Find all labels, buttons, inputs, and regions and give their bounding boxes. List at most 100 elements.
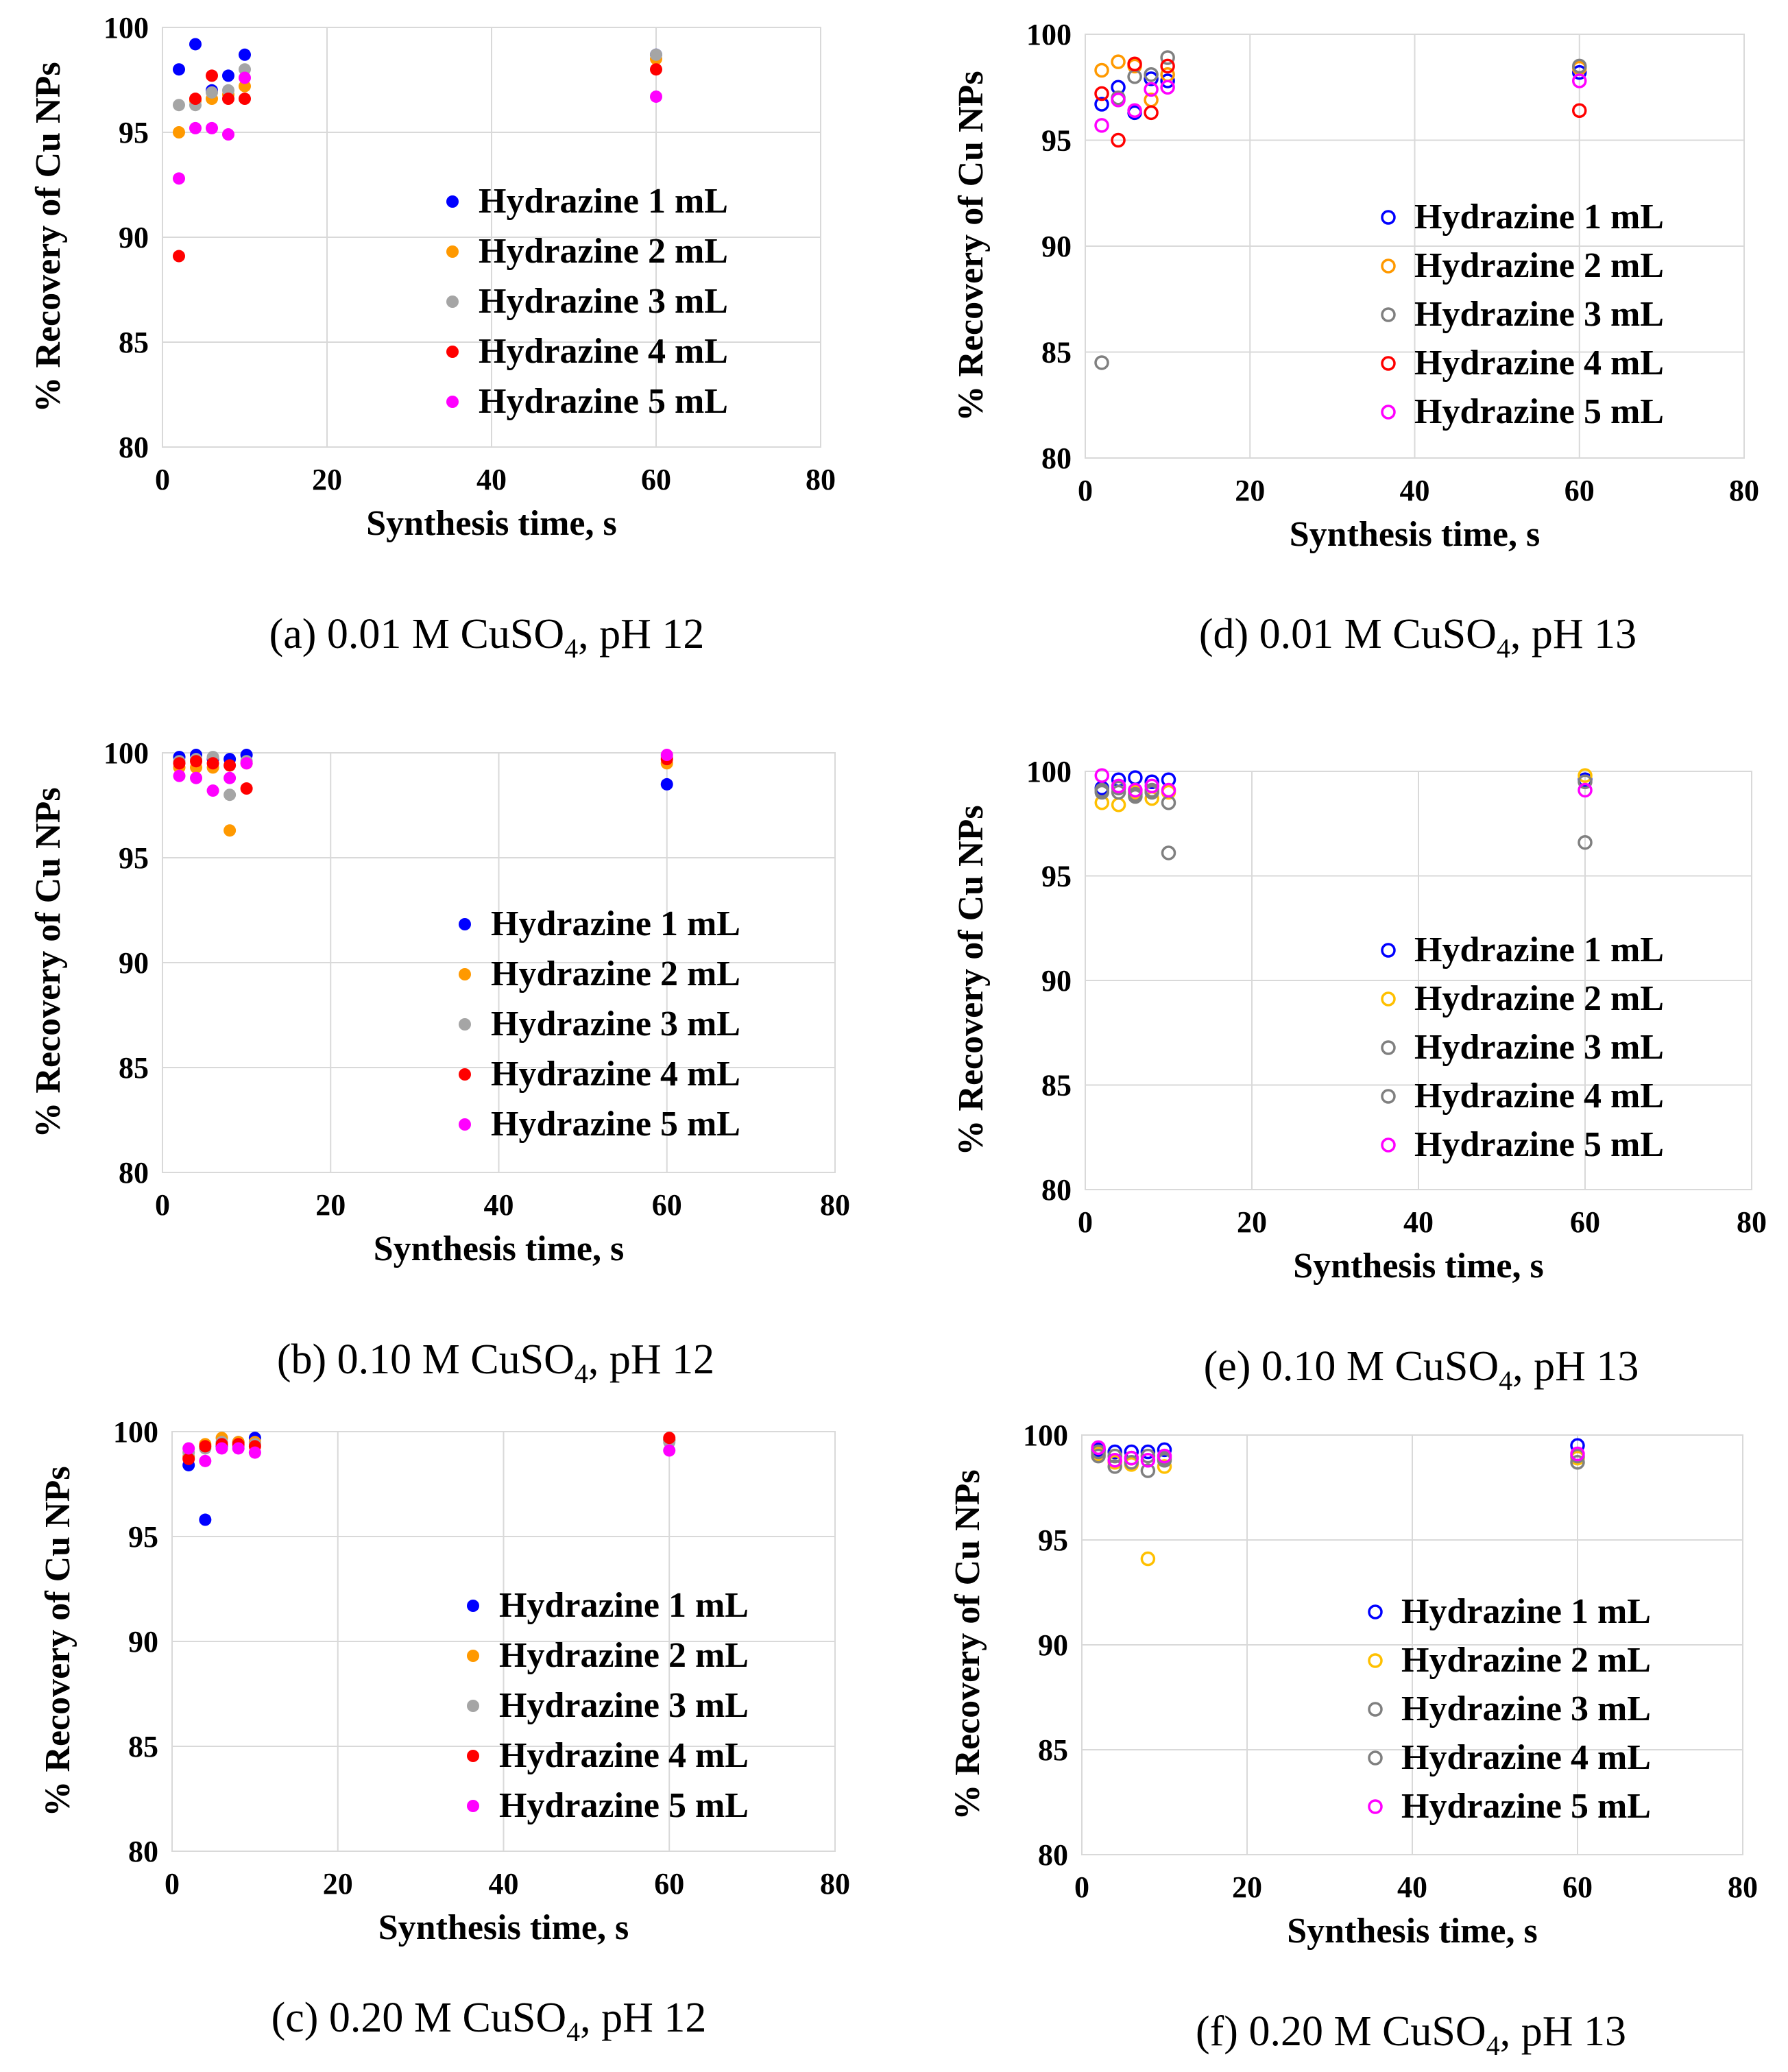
legend-label: Hydrazine 1 mL	[1414, 197, 1664, 237]
caption-subscript: 4	[1497, 633, 1510, 664]
x-tick-label: 0	[155, 463, 170, 496]
caption-subscript: 4	[566, 2016, 580, 2047]
data-point	[1578, 834, 1593, 850]
data-point	[1128, 782, 1143, 798]
y-tick-label: 95	[128, 1520, 158, 1554]
data-point	[1160, 50, 1175, 65]
data-point	[224, 824, 237, 837]
legend-label: Hydrazine 4 mL	[1414, 344, 1664, 383]
data-point	[173, 126, 185, 138]
legend-label: Hydrazine 3 mL	[479, 282, 728, 321]
data-point	[1160, 73, 1175, 88]
data-point	[189, 93, 202, 106]
series-5	[173, 71, 662, 185]
chart-panel-d: 80 85 90 95 100 0 20 40 60 80 Synthesis time, s % R…	[952, 18, 1759, 664]
y-axis-label: % Recovery of Cu NPs	[29, 787, 68, 1137]
data-point	[1144, 82, 1159, 97]
y-tick-label: 100	[104, 11, 149, 45]
data-point	[173, 250, 185, 263]
x-axis-label: Synthesis time, s	[1290, 515, 1540, 554]
legend-label: Hydrazine 2 mL	[499, 1636, 749, 1675]
x-tick-label: 40	[476, 463, 507, 496]
data-point	[222, 93, 234, 106]
y-tick-label: 85	[1041, 1069, 1072, 1103]
data-point	[1570, 1446, 1585, 1462]
data-point	[240, 782, 253, 795]
data-point	[199, 1440, 212, 1453]
data-point	[239, 93, 251, 106]
data-point	[1124, 1450, 1139, 1466]
y-tick-label: 85	[119, 326, 149, 359]
legend-marker	[467, 1750, 479, 1762]
x-axis-label: Synthesis time, s	[1287, 1912, 1537, 1951]
legend-marker	[1381, 1137, 1396, 1153]
legend-label: Hydrazine 5 mL	[1401, 1787, 1651, 1826]
y-tick-label: 80	[1038, 1838, 1068, 1872]
legend-marker	[1381, 356, 1396, 371]
y-axis-label: % Recovery of Cu NPs	[952, 71, 991, 421]
x-tick-label: 40	[489, 1867, 519, 1901]
series-5	[1091, 1440, 1585, 1468]
legend-label: Hydrazine 2 mL	[1414, 246, 1664, 285]
legend-marker	[459, 1068, 471, 1081]
y-tick-label: 95	[119, 841, 149, 875]
data-point	[663, 1444, 676, 1457]
legend: Hydrazine 1 mL Hydrazine 2 mL Hydrazine 3 …	[1381, 197, 1664, 431]
y-axis-label: % Recovery of Cu NPs	[38, 1466, 77, 1816]
data-point	[1161, 845, 1176, 860]
y-tick-label: 100	[1026, 755, 1072, 788]
data-point	[650, 90, 662, 103]
data-point	[173, 99, 185, 112]
x-tick-label: 80	[820, 1867, 850, 1901]
legend-label: Hydrazine 1 mL	[1401, 1592, 1651, 1631]
data-point	[1124, 1455, 1139, 1470]
legend-label: Hydrazine 5 mL	[1414, 392, 1664, 431]
legend: Hydrazine 1 mL Hydrazine 2 mL Hydrazine 3 …	[446, 182, 728, 421]
x-tick-label: 0	[1078, 474, 1093, 507]
y-tick-label: 80	[128, 1835, 158, 1868]
x-tick-label: 80	[820, 1188, 850, 1222]
caption-subscript: 4	[1486, 2030, 1500, 2061]
caption-prefix: (e) 0.10 M CuSO	[1204, 1343, 1499, 1390]
legend: Hydrazine 1 mL Hydrazine 2 mL Hydrazine 3 …	[467, 1586, 749, 1825]
legend-label: Hydrazine 3 mL	[491, 1004, 740, 1044]
legend-marker	[1381, 1089, 1396, 1104]
data-point	[1094, 768, 1110, 783]
series-5	[1094, 768, 1593, 798]
y-tick-label: 100	[113, 1415, 158, 1449]
x-tick-label: 80	[1728, 1870, 1758, 1904]
data-point	[1140, 1551, 1156, 1567]
data-point	[215, 1442, 228, 1455]
series-5	[173, 749, 673, 797]
data-point	[222, 128, 234, 141]
y-tick-label: 95	[119, 116, 149, 149]
data-point	[190, 771, 203, 784]
data-point	[1128, 786, 1143, 802]
x-tick-label: 20	[315, 1188, 346, 1222]
legend-marker	[459, 1018, 471, 1031]
data-point	[1161, 782, 1176, 798]
data-point	[173, 757, 186, 770]
y-tick-label: 80	[1041, 1173, 1072, 1207]
y-tick-label: 80	[119, 431, 149, 464]
caption-prefix: (b) 0.10 M CuSO	[277, 1336, 575, 1383]
data-point	[190, 755, 203, 768]
y-tick-label: 80	[1041, 442, 1072, 475]
data-point	[1144, 71, 1159, 86]
y-tick-label: 95	[1038, 1523, 1068, 1557]
data-point	[1111, 132, 1126, 148]
x-tick-label: 60	[1570, 1205, 1600, 1239]
legend-label: Hydrazine 3 mL	[1414, 295, 1664, 334]
caption-suffix: , pH 13	[1512, 1343, 1639, 1390]
data-point	[1578, 774, 1593, 789]
data-point	[1094, 86, 1109, 101]
panel-caption: (a) 0.01 M CuSO4, pH 12	[269, 611, 705, 664]
x-tick-label: 20	[323, 1867, 353, 1901]
data-point	[1111, 54, 1126, 69]
legend-marker	[1381, 991, 1396, 1007]
x-tick-label: 60	[641, 463, 671, 496]
x-axis-label: Synthesis time, s	[378, 1908, 629, 1947]
x-tick-label: 20	[312, 463, 342, 496]
data-point	[189, 121, 202, 134]
